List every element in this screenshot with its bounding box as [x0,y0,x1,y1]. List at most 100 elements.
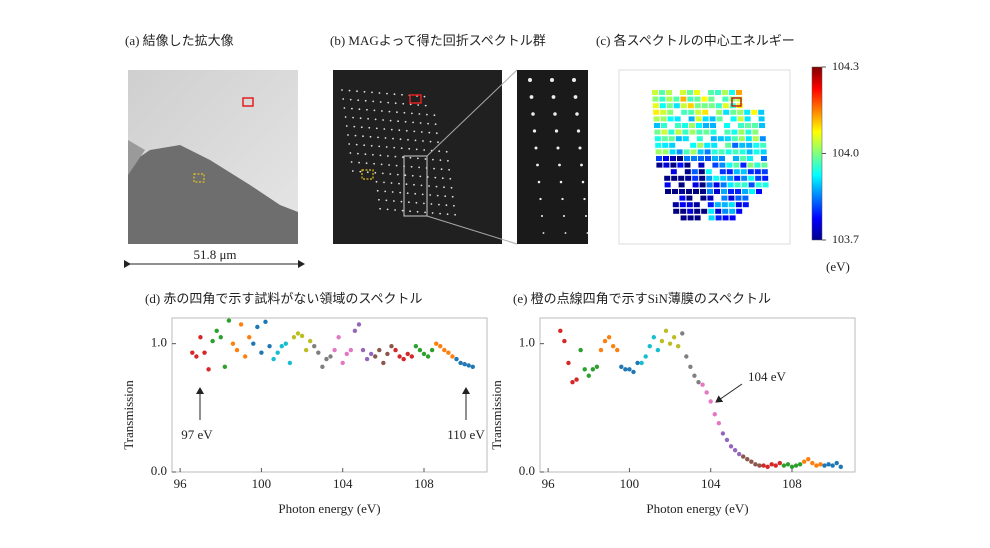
map-cell [670,162,677,168]
map-cell [684,162,691,168]
point [438,344,443,349]
map-cell [652,103,659,109]
map-cell [689,123,695,128]
spot [404,120,407,123]
map-cell [654,136,661,142]
point [610,344,616,349]
map-cell [714,189,720,194]
spot [411,174,414,177]
map-cell [671,175,678,181]
spot [400,147,403,150]
point [558,328,563,334]
point [222,364,228,369]
map-cell [677,156,683,161]
map-cell [712,156,718,161]
point [206,367,211,372]
point [279,344,284,349]
spot [384,190,387,193]
point [806,456,811,462]
map-cell [669,142,676,148]
point [675,344,681,349]
map-cell [761,169,768,175]
spot [389,119,392,122]
point [696,379,701,385]
map-cell [694,103,701,109]
spot [350,161,353,163]
map-cell [682,123,688,128]
point [401,356,406,362]
spot [364,99,367,102]
spot [414,139,417,142]
point [688,364,693,369]
spot [387,155,389,157]
map-cell [718,149,725,155]
point [393,347,398,353]
spot [389,173,392,175]
spot [411,112,413,115]
point [777,460,783,466]
point [291,335,297,340]
spot [366,171,369,174]
map-cell [696,136,703,142]
spot [528,78,532,82]
map-cell [699,182,706,188]
map-cell [707,202,714,208]
spot [399,138,402,141]
x-axis-label: Photon energy (eV) [278,501,380,516]
map-cell [703,123,709,128]
point [238,322,244,327]
point [421,351,427,357]
map-cell [719,162,726,168]
spot [424,104,427,107]
point [214,328,219,334]
map-cell [678,175,685,181]
spot [418,166,420,169]
point [716,421,722,426]
spot [356,90,358,93]
map-cell [715,208,722,214]
map-cell [747,169,754,175]
point [810,460,815,466]
spot [561,197,564,201]
spot [398,129,401,132]
spot [441,177,444,180]
point [834,460,839,466]
spot [393,146,396,149]
point [826,462,831,467]
map-cell [692,182,699,188]
map-cell [661,136,668,142]
point [692,373,697,378]
map-cell [694,90,700,95]
map-cell [691,156,697,161]
map-cell [727,175,734,181]
map-cell [742,202,749,208]
map-cell [722,103,729,109]
map-cell [730,109,737,115]
map-cell [731,129,738,135]
colorbar-tick-label: 104.0 [832,145,859,159]
map-cell [753,149,760,155]
spot [428,131,431,134]
spot [412,121,414,124]
x-tick-label: 104 [701,476,721,491]
point [838,464,843,470]
point [360,347,366,353]
spot [453,204,455,207]
point [324,356,329,362]
spot [348,89,351,92]
spot [542,232,545,234]
spot [363,90,366,93]
point [413,344,419,349]
map-cell [706,182,713,188]
spot [431,212,434,214]
map-cell [721,202,728,208]
map-cell [715,90,721,95]
point [417,347,423,353]
point [663,328,669,334]
map-cell [755,175,762,181]
map-cell [684,156,690,161]
point [582,367,587,372]
map-cell [722,96,729,102]
map-cell [735,195,742,201]
diffraction-spots [341,89,456,216]
